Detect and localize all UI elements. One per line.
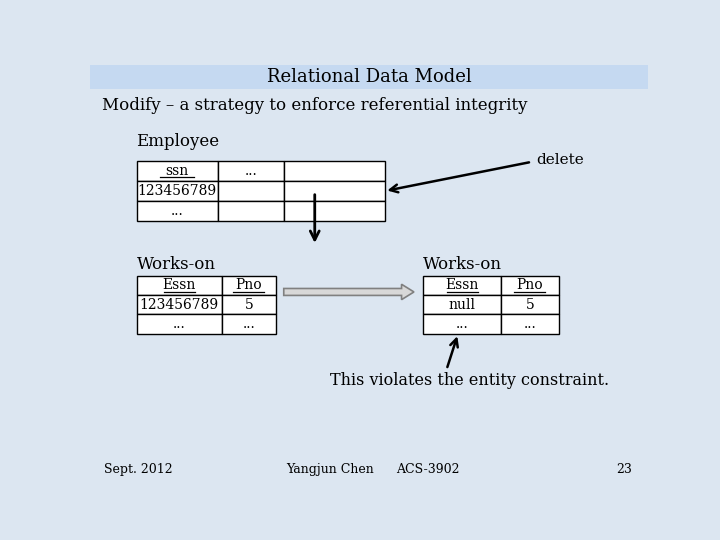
Text: Works-on: Works-on — [423, 256, 503, 273]
Text: Yangjun Chen: Yangjun Chen — [287, 463, 374, 476]
Bar — [423, 314, 500, 334]
Bar — [137, 276, 222, 295]
Bar — [284, 161, 384, 181]
Bar — [218, 161, 284, 181]
Bar — [222, 314, 276, 334]
Bar — [423, 295, 500, 314]
Text: ssn: ssn — [166, 164, 189, 178]
Text: This violates the entity constraint.: This violates the entity constraint. — [330, 372, 609, 389]
Text: ACS-3902: ACS-3902 — [396, 463, 459, 476]
Bar — [218, 201, 284, 221]
Text: Relational Data Model: Relational Data Model — [266, 68, 472, 86]
Text: Pno: Pno — [516, 279, 543, 292]
Bar — [137, 295, 222, 314]
Bar — [137, 161, 218, 181]
Text: 5: 5 — [526, 298, 534, 312]
Text: Works-on: Works-on — [137, 256, 215, 273]
Text: ...: ... — [244, 164, 257, 178]
Text: delete: delete — [536, 153, 584, 167]
Text: null: null — [449, 298, 475, 312]
Bar — [222, 295, 276, 314]
Bar — [423, 276, 500, 295]
Text: Sept. 2012: Sept. 2012 — [104, 463, 173, 476]
FancyArrow shape — [284, 284, 414, 300]
Text: Essn: Essn — [445, 279, 479, 292]
Text: ...: ... — [171, 204, 184, 218]
Text: ...: ... — [523, 317, 536, 331]
Text: Essn: Essn — [163, 279, 196, 292]
Text: ...: ... — [456, 317, 469, 331]
Text: ...: ... — [243, 317, 256, 331]
Bar — [500, 314, 559, 334]
Text: Employee: Employee — [137, 132, 220, 150]
Text: 123456789: 123456789 — [140, 298, 219, 312]
Text: Modify – a strategy to enforce referential integrity: Modify – a strategy to enforce referenti… — [102, 97, 527, 114]
Bar — [90, 65, 648, 90]
Bar — [500, 276, 559, 295]
Text: ...: ... — [173, 317, 186, 331]
Bar — [500, 295, 559, 314]
Bar — [284, 181, 384, 201]
Bar — [284, 201, 384, 221]
Text: 23: 23 — [616, 463, 632, 476]
Text: 5: 5 — [245, 298, 253, 312]
Text: Pno: Pno — [235, 279, 262, 292]
Bar — [218, 181, 284, 201]
Bar — [137, 181, 218, 201]
Bar — [222, 276, 276, 295]
Bar — [137, 314, 222, 334]
Bar — [137, 201, 218, 221]
Text: 123456789: 123456789 — [138, 184, 217, 198]
